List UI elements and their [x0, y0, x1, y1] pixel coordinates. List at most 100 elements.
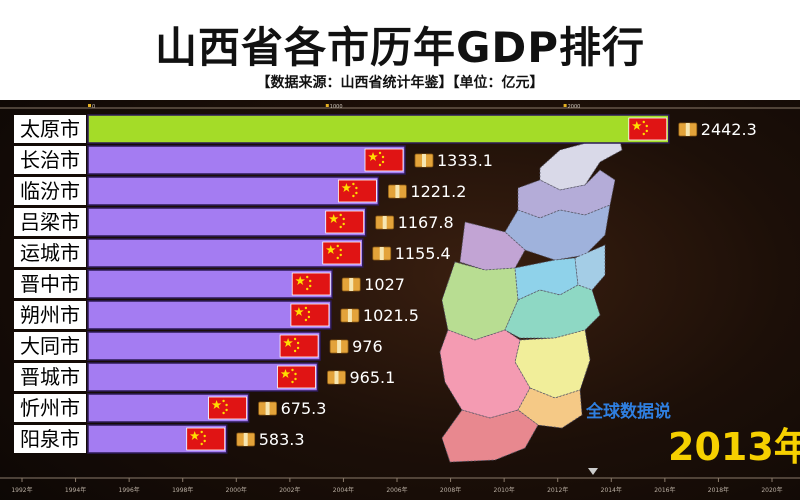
top-value-axis: 0 1000 2000 [0, 104, 800, 110]
china-flag-icon [208, 396, 247, 420]
flag-small-star-icon [642, 120, 645, 124]
flag-small-star-icon [381, 160, 385, 164]
bar [87, 176, 380, 206]
money-band-icon [243, 433, 248, 446]
bar [87, 238, 364, 268]
timeline-tick-label[interactable]: 2008年 [440, 486, 461, 494]
flag-small-star-icon [339, 253, 342, 257]
flag-small-star-icon [307, 310, 311, 314]
value-label: 1027 [364, 275, 405, 294]
top-axis-tick-label: 1000 [330, 104, 343, 110]
category-label: 朔州市 [20, 303, 80, 327]
timeline-tick-label[interactable]: 2002年 [279, 486, 300, 494]
china-flag-icon [279, 334, 319, 358]
category-label: 吕梁市 [20, 210, 80, 234]
flag-small-star-icon [293, 337, 297, 341]
money-band-icon [382, 216, 387, 229]
flag-small-star-icon [645, 124, 648, 128]
china-flag-icon [186, 427, 226, 451]
china-flag-icon [291, 272, 331, 296]
category-label-box [14, 394, 86, 422]
category-label-box [14, 239, 86, 267]
flag-small-star-icon [294, 377, 297, 381]
category-label: 太原市 [20, 117, 80, 141]
current-year-label: 2013年 [668, 425, 800, 469]
chart-subtitle: 【数据来源：山西省统计年鉴】【单位：亿元】 [256, 75, 544, 91]
flag-small-star-icon [291, 368, 294, 372]
flag-small-star-icon [378, 163, 382, 167]
watermark-text: 全球数据说 [586, 402, 671, 422]
flag-small-star-icon [339, 225, 342, 229]
timeline-tick-label[interactable]: 1992年 [11, 486, 32, 494]
category-label-box [14, 115, 86, 143]
category-label: 临汾市 [20, 179, 80, 203]
flag-small-star-icon [309, 279, 312, 283]
top-axis-tick-marker [325, 104, 329, 107]
category-label-box [14, 146, 86, 174]
bar [87, 114, 670, 144]
bar-row: 运城市 1155.4 [14, 238, 451, 268]
flag-small-star-icon [342, 222, 345, 226]
category-label: 长治市 [20, 148, 80, 172]
flag-small-star-icon [304, 306, 308, 310]
bar-row: 长治市 1333.1 [14, 145, 493, 175]
timeline-tick-label[interactable]: 2010年 [494, 486, 515, 494]
china-flag-icon [325, 210, 365, 234]
value-label: 1167.8 [398, 213, 454, 232]
flag-star-icon [280, 369, 291, 378]
timeline-tick-label[interactable]: 2016年 [654, 486, 675, 494]
money-band-icon [422, 154, 427, 167]
timeline-tick-label[interactable]: 2020年 [761, 486, 782, 494]
flag-small-star-icon [642, 132, 645, 136]
flag-small-star-icon [645, 129, 648, 133]
timeline-tick-label[interactable]: 2000年 [226, 486, 247, 494]
category-label: 晋中市 [20, 272, 80, 296]
bar-row: 大同市 976 [14, 331, 383, 361]
flag-small-star-icon [203, 434, 206, 438]
top-axis-tick-label: 0 [92, 104, 95, 110]
china-flag-icon [290, 303, 330, 327]
flag-star-icon [325, 245, 336, 254]
timeline-tick-label[interactable]: 1998年 [172, 486, 193, 494]
flag-small-star-icon [304, 318, 308, 322]
timeline-marker[interactable] [588, 468, 598, 475]
flag-small-star-icon [294, 372, 297, 376]
timeline-tick-label[interactable]: 1996年 [119, 486, 140, 494]
flag-small-star-icon [306, 287, 309, 291]
flag-small-star-icon [355, 186, 358, 190]
flag-star-icon [341, 183, 352, 192]
top-axis-tick-marker [88, 104, 91, 107]
money-band-icon [334, 371, 339, 384]
flag-small-star-icon [339, 213, 342, 217]
flag-small-star-icon [336, 256, 339, 260]
timeline-tick-label[interactable]: 2004年 [333, 486, 354, 494]
category-label: 晋城市 [20, 365, 80, 389]
bar-row: 太原市 2442.3 [14, 114, 757, 144]
value-label: 1333.1 [437, 151, 493, 170]
bar [87, 269, 333, 299]
value-label: 583.3 [259, 430, 305, 449]
flag-small-star-icon [381, 155, 385, 159]
timeline-tick-label[interactable]: 1994年 [65, 486, 86, 494]
timeline-tick-label[interactable]: 2012年 [547, 486, 568, 494]
flag-small-star-icon [296, 341, 300, 345]
flag-small-star-icon [291, 380, 294, 384]
flag-small-star-icon [225, 408, 228, 412]
timeline-tick-label[interactable]: 2014年 [601, 486, 622, 494]
china-flag-icon [628, 117, 668, 141]
category-label: 运城市 [20, 241, 80, 265]
category-label-box [14, 425, 86, 453]
value-label: 965.1 [350, 368, 396, 387]
bar-row: 阳泉市 583.3 [14, 424, 305, 454]
china-flag-icon [338, 179, 377, 203]
top-axis-tick-marker [563, 104, 567, 107]
category-label: 大同市 [20, 334, 80, 358]
flag-star-icon [189, 431, 200, 440]
top-axis-tick-label: 2000 [568, 104, 581, 110]
money-band-icon [349, 278, 354, 291]
timeline-tick-label[interactable]: 2006年 [386, 486, 407, 494]
chart-title: 山西省各市历年GDP排行 [154, 23, 646, 72]
flag-small-star-icon [352, 194, 355, 198]
timeline-tick-label[interactable]: 2018年 [708, 486, 729, 494]
